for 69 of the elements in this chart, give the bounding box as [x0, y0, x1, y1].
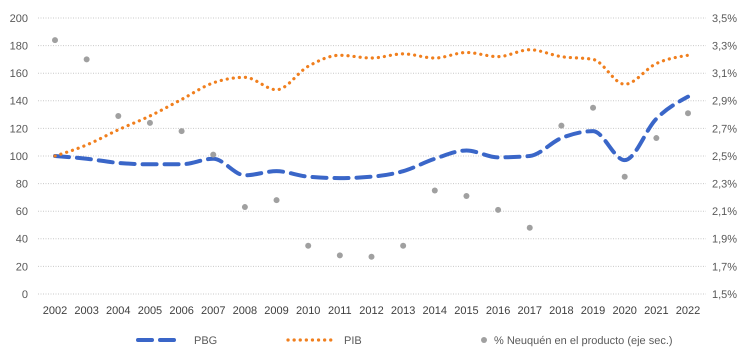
y2-tick-label: 3,1%: [712, 68, 738, 80]
x-tick-label: 2002: [42, 305, 68, 317]
y2-tick-label: 3,5%: [712, 12, 738, 25]
x-tick-label: 2020: [612, 305, 637, 317]
point: [305, 242, 312, 249]
legend-label: PBG: [194, 334, 218, 347]
x-tick-label: 2011: [328, 305, 352, 317]
x-tick-label: 2021: [644, 305, 669, 317]
point: [685, 110, 691, 116]
point: [590, 104, 596, 111]
point: [653, 135, 660, 142]
y2-tick-label: 1,9%: [712, 234, 738, 246]
y-tick-label: 160: [10, 68, 28, 80]
x-tick-label: 2017: [518, 305, 542, 317]
x-tick-label: 2022: [676, 305, 700, 317]
point: [368, 254, 374, 260]
point: [274, 197, 280, 204]
x-tick-label: 2015: [454, 305, 479, 317]
point: [400, 242, 406, 249]
point: [432, 188, 438, 194]
y2-tick-label: 2,7%: [712, 123, 738, 136]
x-tick-label: 2010: [296, 305, 320, 317]
y2-tick-label: 2,5%: [712, 150, 738, 163]
point: [622, 174, 628, 180]
line-series: [53, 94, 690, 180]
legend-label: % Neuquén en el producto (eje sec.): [494, 334, 673, 347]
x-tick-label: 2004: [106, 305, 131, 317]
line-series: [53, 48, 690, 158]
x-tick-label: 2012: [359, 305, 384, 317]
y-tick-label: 60: [16, 206, 28, 218]
point: [558, 122, 564, 129]
point: [336, 252, 343, 258]
y2-tick-label: 1,5%: [712, 288, 738, 301]
y-tick-label: 200: [10, 12, 28, 25]
y-tick-label: 100: [10, 150, 28, 163]
x-tick-label: 2005: [138, 305, 162, 317]
legend-label: PIB: [344, 334, 362, 347]
x-tick-label: 2009: [264, 305, 289, 317]
point: [84, 56, 90, 62]
y2-tick-label: 2,3%: [712, 178, 738, 190]
y-tick-label: 120: [10, 123, 28, 136]
x-tick-label: 2006: [169, 305, 194, 317]
y-tick-label: 180: [10, 40, 28, 52]
point: [146, 120, 153, 126]
y-tick-label: 0: [22, 288, 28, 301]
point: [115, 112, 122, 119]
x-tick-label: 2007: [201, 305, 226, 317]
y2-tick-label: 2,9%: [712, 96, 738, 108]
point: [178, 128, 185, 134]
point: [463, 193, 470, 200]
y2-tick-label: 3,3%: [712, 40, 738, 52]
x-tick-label: 2003: [74, 305, 99, 317]
y-tick-label: 20: [16, 261, 28, 274]
y-tick-label: 140: [10, 96, 28, 108]
y-tick-label: 80: [16, 178, 28, 190]
y-tick-label: 40: [16, 234, 28, 246]
point: [495, 206, 502, 213]
x-tick-label: 2019: [580, 305, 606, 317]
point: [242, 204, 248, 210]
y2-tick-label: 2,1%: [712, 206, 738, 218]
point: [210, 152, 216, 158]
x-tick-label: 2008: [232, 305, 258, 317]
point: [52, 37, 58, 44]
x-tick-label: 2014: [422, 305, 448, 317]
y2-tick-label: 1,7%: [712, 261, 738, 274]
x-tick-label: 2016: [486, 305, 510, 317]
x-tick-label: 2013: [390, 305, 416, 317]
point: [526, 224, 533, 231]
x-tick-label: 2018: [549, 305, 574, 317]
